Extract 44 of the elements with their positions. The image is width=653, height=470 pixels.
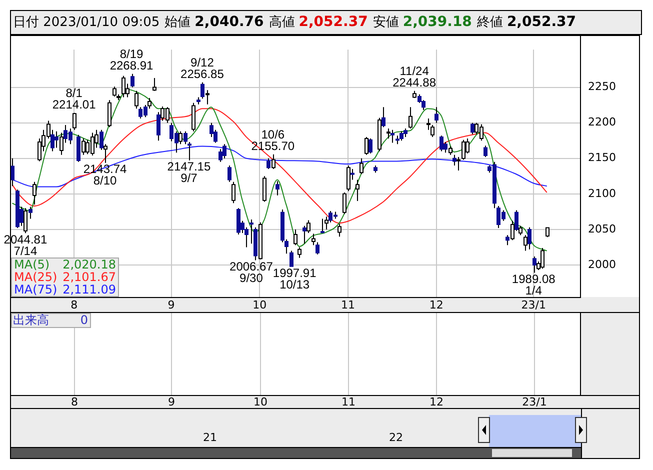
y-tick-label: 2000 (588, 258, 616, 271)
category-label: 11 (342, 395, 356, 408)
annotation: 8/1 2214.01 (52, 86, 96, 112)
x-tick-label: 8 (70, 298, 78, 312)
annotation: 2147.15 9/7 (167, 160, 211, 186)
text: 2,052.37 (506, 14, 576, 30)
navigator-strip: 21 22 (10, 409, 640, 459)
text: 終値 (476, 15, 503, 30)
annotation: 2006.67 9/30 (230, 260, 274, 286)
category-label: 8 (71, 395, 78, 408)
category-label: 12 (430, 395, 444, 408)
text: 2,040.76 (194, 14, 264, 30)
annotation: 1997.91 10/13 (272, 266, 317, 292)
text: 2,039.18 (402, 14, 472, 30)
y-tick-label: 2150 (588, 151, 616, 164)
text: MA(75) (14, 282, 58, 296)
text: MA(25) (14, 270, 58, 284)
category-label: 23/1 (522, 395, 547, 408)
text: 高値 (268, 15, 295, 30)
text: MA(5) (14, 257, 50, 272)
y-tick-label: 2050 (588, 222, 616, 236)
text: 0 (80, 313, 88, 328)
x-tick-label: 9 (168, 298, 175, 312)
category-label: 10 (254, 395, 268, 408)
x-tick-label: 10 (252, 298, 267, 312)
x-tick-label: 23/1 (521, 298, 546, 312)
x-tick-label: 11 (341, 298, 356, 312)
category-label: 9 (168, 395, 175, 408)
y-tick-label: 2100 (588, 186, 616, 200)
annotation: 11/24 2244.88 (392, 64, 436, 90)
annotation: 2,101.67 (62, 270, 116, 284)
annotation: 1989.08 1/4 (512, 272, 556, 298)
text: 始値 (164, 15, 191, 30)
text: 出来高 (13, 313, 49, 328)
annotation: 9/12 2256.85 (180, 56, 224, 82)
y-tick-label: 2250 (588, 80, 616, 94)
y-tick-label: 2200 (588, 116, 616, 129)
x-tick-label: 12 (429, 298, 444, 312)
text: 安値 (372, 15, 399, 30)
text: 2,052.37 (298, 14, 368, 30)
annotation: 8/19 2268.91 (110, 47, 154, 73)
annotation: 2,020.18 (62, 257, 116, 272)
chart-title: 日付 2023/01/10 09:05 (13, 15, 160, 30)
annotation: 2,111.09 (62, 282, 116, 296)
